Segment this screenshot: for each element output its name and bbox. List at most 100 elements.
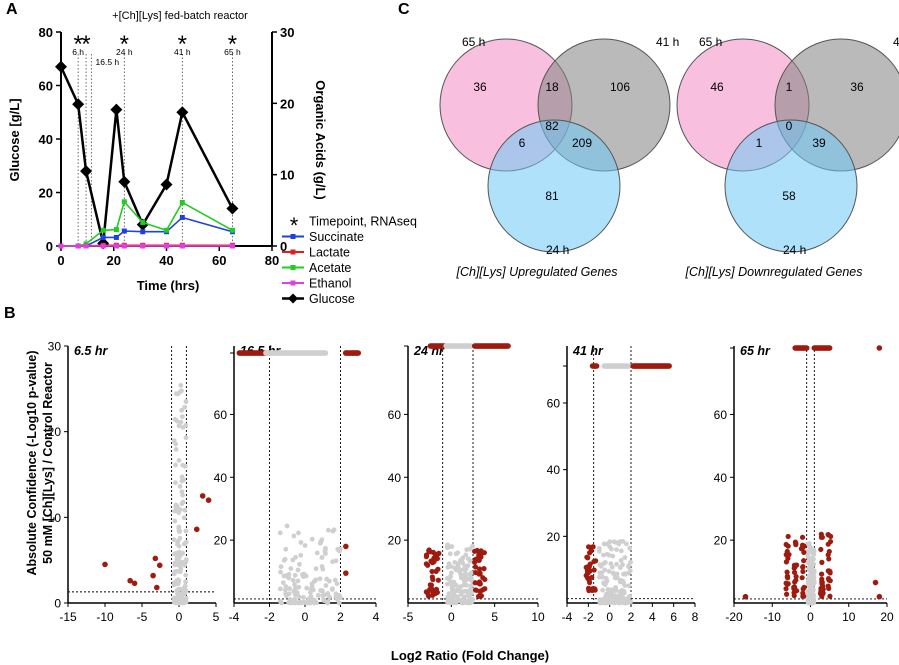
a-yl-tick-label: 60 [39, 79, 53, 94]
volcano-point-ns [174, 599, 179, 605]
volcano-point-ns [183, 528, 189, 534]
volcano-point-ns [622, 555, 628, 560]
volcano-point-ns [325, 600, 331, 606]
volcano-x-tick-label: 0 [302, 610, 309, 624]
volcano-point-sig [150, 572, 156, 579]
volcano-point-ns [178, 419, 184, 425]
volcano-point-ns [461, 566, 466, 572]
volcano-point-sig [818, 534, 825, 540]
volcano-point-ns [330, 559, 335, 565]
a-legend-label: Ethanol [309, 277, 351, 291]
volcano-point-sig [826, 556, 832, 562]
volcano-point-ns [607, 539, 613, 545]
volcano-point-sig [876, 345, 883, 351]
a-legend-label: Lactate [309, 246, 350, 260]
volcano-point-sig [799, 534, 806, 540]
volcano-x-tick-label: -5 [403, 610, 414, 624]
volcano-point-ns [176, 458, 182, 463]
a-glucose-point [55, 60, 67, 73]
volcano-point-ns [604, 578, 610, 584]
volcano-point-ns [178, 586, 184, 592]
volcano-x-tick-label: 4 [373, 610, 380, 624]
volcano-point-ns [811, 547, 817, 553]
volcano-point-ns [618, 558, 624, 563]
volcano-point-ns [596, 546, 602, 551]
volcano-point-ns [298, 540, 304, 545]
volcano-point-ns [333, 594, 339, 600]
volcano-point-ns [309, 536, 315, 542]
volcano-y-tick-label: 60 [214, 408, 228, 422]
volcano-point-ns [288, 566, 294, 571]
a-yr-tick-label: 20 [280, 96, 294, 111]
volcano-point-ns [458, 575, 464, 581]
volcano-point-ns [295, 567, 301, 573]
a-glucose-point [176, 106, 189, 119]
a-yr-tick-label: 30 [280, 25, 294, 40]
volcano-point-ns [468, 589, 474, 595]
volcano-point-ns [181, 477, 187, 483]
volcano-point-ns [627, 568, 633, 574]
volcano-panel: -15 -10 -5 0 5 0 10 20 30 6.5 hr [48, 340, 220, 625]
volcano-point-ns [467, 546, 473, 552]
volcano-point-ns [807, 579, 813, 585]
volcano-y-tick-label: 20 [547, 530, 561, 544]
volcano-point-ns [601, 561, 606, 567]
a-acetate-point [113, 227, 119, 233]
volcano-point-ns [807, 572, 813, 578]
volcano-point-ns [455, 561, 461, 567]
volcano-x-tick-label: 10 [842, 610, 856, 624]
volcano-point-sig [819, 559, 825, 565]
volcano-point-ns [332, 577, 338, 583]
volcano-point-ns [183, 572, 189, 578]
venn-region-only_65: 36 [473, 80, 487, 94]
volcano-x-tick-label: 4 [649, 610, 656, 624]
volcano-point-ns [172, 417, 178, 422]
volcano-point-sig [353, 350, 360, 356]
a-x-tick-label: 40 [159, 253, 173, 268]
panel-a-series [55, 60, 239, 250]
volcano-point-ns [183, 399, 189, 404]
a-ethanol-point [121, 243, 127, 249]
volcano-point-ns [180, 499, 186, 505]
a-ethanol-point [75, 243, 81, 249]
volcano-point-ns [806, 589, 812, 595]
venn-set-label-41h: 41 h [656, 35, 679, 49]
volcano-point-ns [171, 571, 177, 577]
volcano-point-sig [435, 551, 441, 557]
volcano-point-sig [131, 580, 138, 587]
volcano-point-ns [606, 568, 612, 574]
volcano-point-ns [319, 564, 325, 569]
volcano-point-sig [435, 566, 441, 572]
volcano-y-tick-label: 20 [388, 534, 402, 548]
volcano-point-ns [805, 550, 811, 555]
volcano-point-ns [178, 382, 184, 388]
volcano-x-tick-label: 20 [880, 610, 894, 624]
panel-a-xlabel: Time (hrs) [137, 278, 200, 293]
volcano-point-sig [193, 526, 200, 533]
volcano-point-sig [423, 589, 429, 595]
venn-region-41_24: 39 [812, 136, 826, 150]
volcano-point-sig [587, 550, 593, 556]
volcano-point-sig [478, 548, 484, 554]
volcano-point-ns [301, 571, 307, 577]
volcano-point-ns [811, 561, 817, 567]
volcano-point-ns [618, 599, 623, 605]
venn-region-all: 82 [545, 119, 559, 133]
volcano-title: 41 hr [572, 344, 604, 358]
volcano-point-sig [785, 543, 791, 549]
volcano-point-ns [278, 564, 284, 570]
volcano-point-ns [183, 435, 189, 441]
volcano-x-tick-label: -10 [764, 610, 782, 624]
volcano-point-sig [783, 580, 789, 586]
volcano-point-sig [343, 350, 349, 356]
volcano-point-ns [176, 525, 182, 531]
venn-set-label-24h: 24 h [546, 243, 569, 257]
volcano-point-ns [182, 404, 188, 410]
volcano-point-ns [468, 583, 474, 588]
volcano-point-capped [322, 350, 329, 356]
volcano-y-tick-label: 40 [547, 463, 561, 477]
venn-region-only_24: 58 [782, 189, 796, 203]
volcano-point-sig [477, 588, 483, 594]
volcano-point-ns [280, 580, 286, 586]
venn-upregulated: 65 h 41 h 24 h 36 106 81 18 6 209 82 [439, 35, 679, 257]
